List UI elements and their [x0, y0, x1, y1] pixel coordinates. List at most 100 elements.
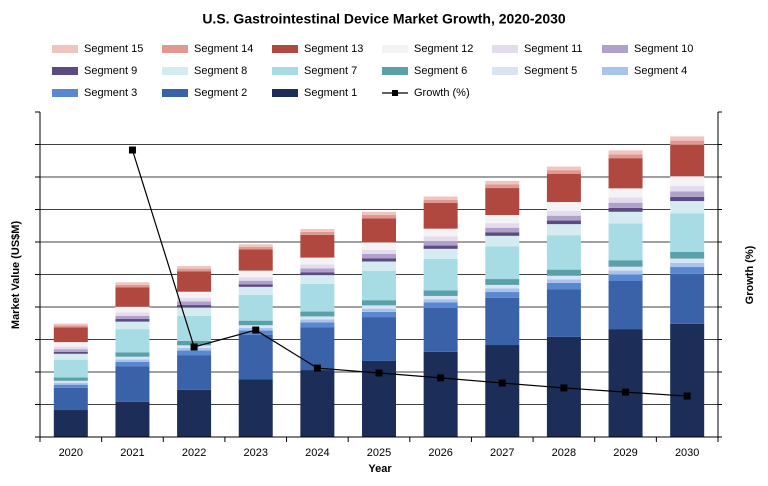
bar-segment — [115, 329, 150, 353]
bar-segment — [362, 311, 396, 318]
bar-segment — [238, 334, 273, 380]
bar-segment — [362, 308, 396, 312]
legend-label: Segment 3 — [84, 87, 137, 99]
bar-segment — [238, 294, 273, 321]
x-tick-label: 2027 — [490, 447, 514, 459]
legend-label: Segment 1 — [304, 87, 357, 99]
bar-segment — [53, 387, 88, 411]
bar-segment — [177, 340, 212, 346]
bar-segment — [115, 401, 150, 437]
bar-segment — [362, 249, 396, 255]
growth-marker — [498, 379, 506, 387]
legend-swatch — [492, 67, 518, 75]
bar-segment — [608, 197, 643, 203]
bar-segment — [300, 327, 335, 371]
bar-segment — [53, 346, 88, 350]
bar-segment — [670, 196, 705, 202]
bar-segment — [546, 289, 581, 337]
bar-segment — [670, 323, 705, 437]
bar-segment — [362, 258, 396, 262]
bar-segment — [300, 275, 335, 284]
growth-marker — [622, 388, 630, 396]
legend-swatch — [162, 89, 188, 97]
bar-segment — [300, 283, 335, 312]
bar-segment — [115, 287, 150, 307]
bar-segment — [238, 246, 273, 250]
bar-segment — [177, 266, 212, 269]
bar-segment — [546, 166, 581, 171]
bar-segment — [177, 350, 212, 356]
bar-segment — [115, 284, 150, 288]
legend-label: Segment 10 — [634, 43, 693, 55]
legend-label: Segment 13 — [304, 43, 363, 55]
bar-segment — [485, 297, 520, 346]
legend-swatch — [52, 89, 78, 97]
legend-label: Growth (%) — [414, 87, 470, 99]
bar-segment — [362, 211, 396, 216]
bar-segment — [485, 184, 520, 189]
growth-marker — [252, 326, 260, 334]
bar-segment — [608, 202, 643, 208]
legend-label: Segment 7 — [304, 65, 357, 77]
bar-segment — [115, 312, 150, 316]
growth-marker — [437, 374, 445, 382]
bar-segment — [53, 359, 88, 378]
bar-segment — [546, 282, 581, 290]
bar-segment — [300, 268, 335, 273]
y-axis-label: Market Value (US$M) — [10, 221, 22, 330]
bar-segment — [53, 325, 88, 328]
bar-segment — [670, 191, 705, 197]
bar-segment — [485, 223, 520, 228]
bar-segment — [423, 199, 458, 203]
legend-swatch — [272, 45, 298, 53]
legend-label: Segment 2 — [194, 87, 247, 99]
legend-swatch — [272, 67, 298, 75]
bar-segment — [300, 231, 335, 235]
bar-segment — [238, 379, 273, 437]
bar-segment — [546, 170, 581, 174]
legend-label: Segment 4 — [634, 65, 687, 77]
bar-segment — [546, 173, 581, 203]
bar-segment — [177, 291, 212, 298]
bar-segment — [485, 284, 520, 289]
bar-segment — [485, 288, 520, 293]
bar-segment — [362, 305, 396, 309]
bar-segment — [485, 188, 520, 216]
bar-segment — [670, 251, 705, 259]
legend-marker — [392, 90, 398, 96]
x-tick-label: 2024 — [305, 447, 329, 459]
bar-segment — [177, 301, 212, 306]
bar-segment — [238, 244, 273, 247]
bar-segment — [300, 272, 335, 276]
legend-label: Segment 15 — [84, 43, 143, 55]
bar-segment — [300, 264, 335, 269]
bar-segment — [53, 323, 88, 326]
bar-segment — [485, 279, 520, 285]
bar-segment — [115, 306, 150, 313]
bar-segment — [423, 241, 458, 246]
bar-segment — [53, 410, 88, 437]
legend-label: Segment 11 — [524, 43, 583, 55]
bar-segment — [115, 366, 150, 402]
bar-segment — [115, 321, 150, 330]
bar-segment — [53, 353, 88, 360]
legend-swatch — [162, 45, 188, 53]
bar-segment — [608, 207, 643, 212]
legend-label: Segment 9 — [84, 65, 137, 77]
bar-segment — [238, 284, 273, 287]
bar-segment — [546, 235, 581, 270]
bar-segment — [423, 248, 458, 259]
bar-segment — [670, 213, 705, 252]
bar-segment — [177, 355, 212, 390]
bar-segment — [546, 210, 581, 216]
bar-segment — [238, 249, 273, 271]
bar-segment — [177, 271, 212, 292]
bar-segment — [546, 215, 581, 221]
bar-segment — [423, 258, 458, 291]
bar-segment — [423, 228, 458, 237]
bar-segment — [238, 320, 273, 326]
bar-segment — [423, 245, 458, 249]
bar-segment — [115, 352, 150, 357]
bar-segment — [608, 188, 643, 198]
growth-marker — [560, 384, 568, 392]
